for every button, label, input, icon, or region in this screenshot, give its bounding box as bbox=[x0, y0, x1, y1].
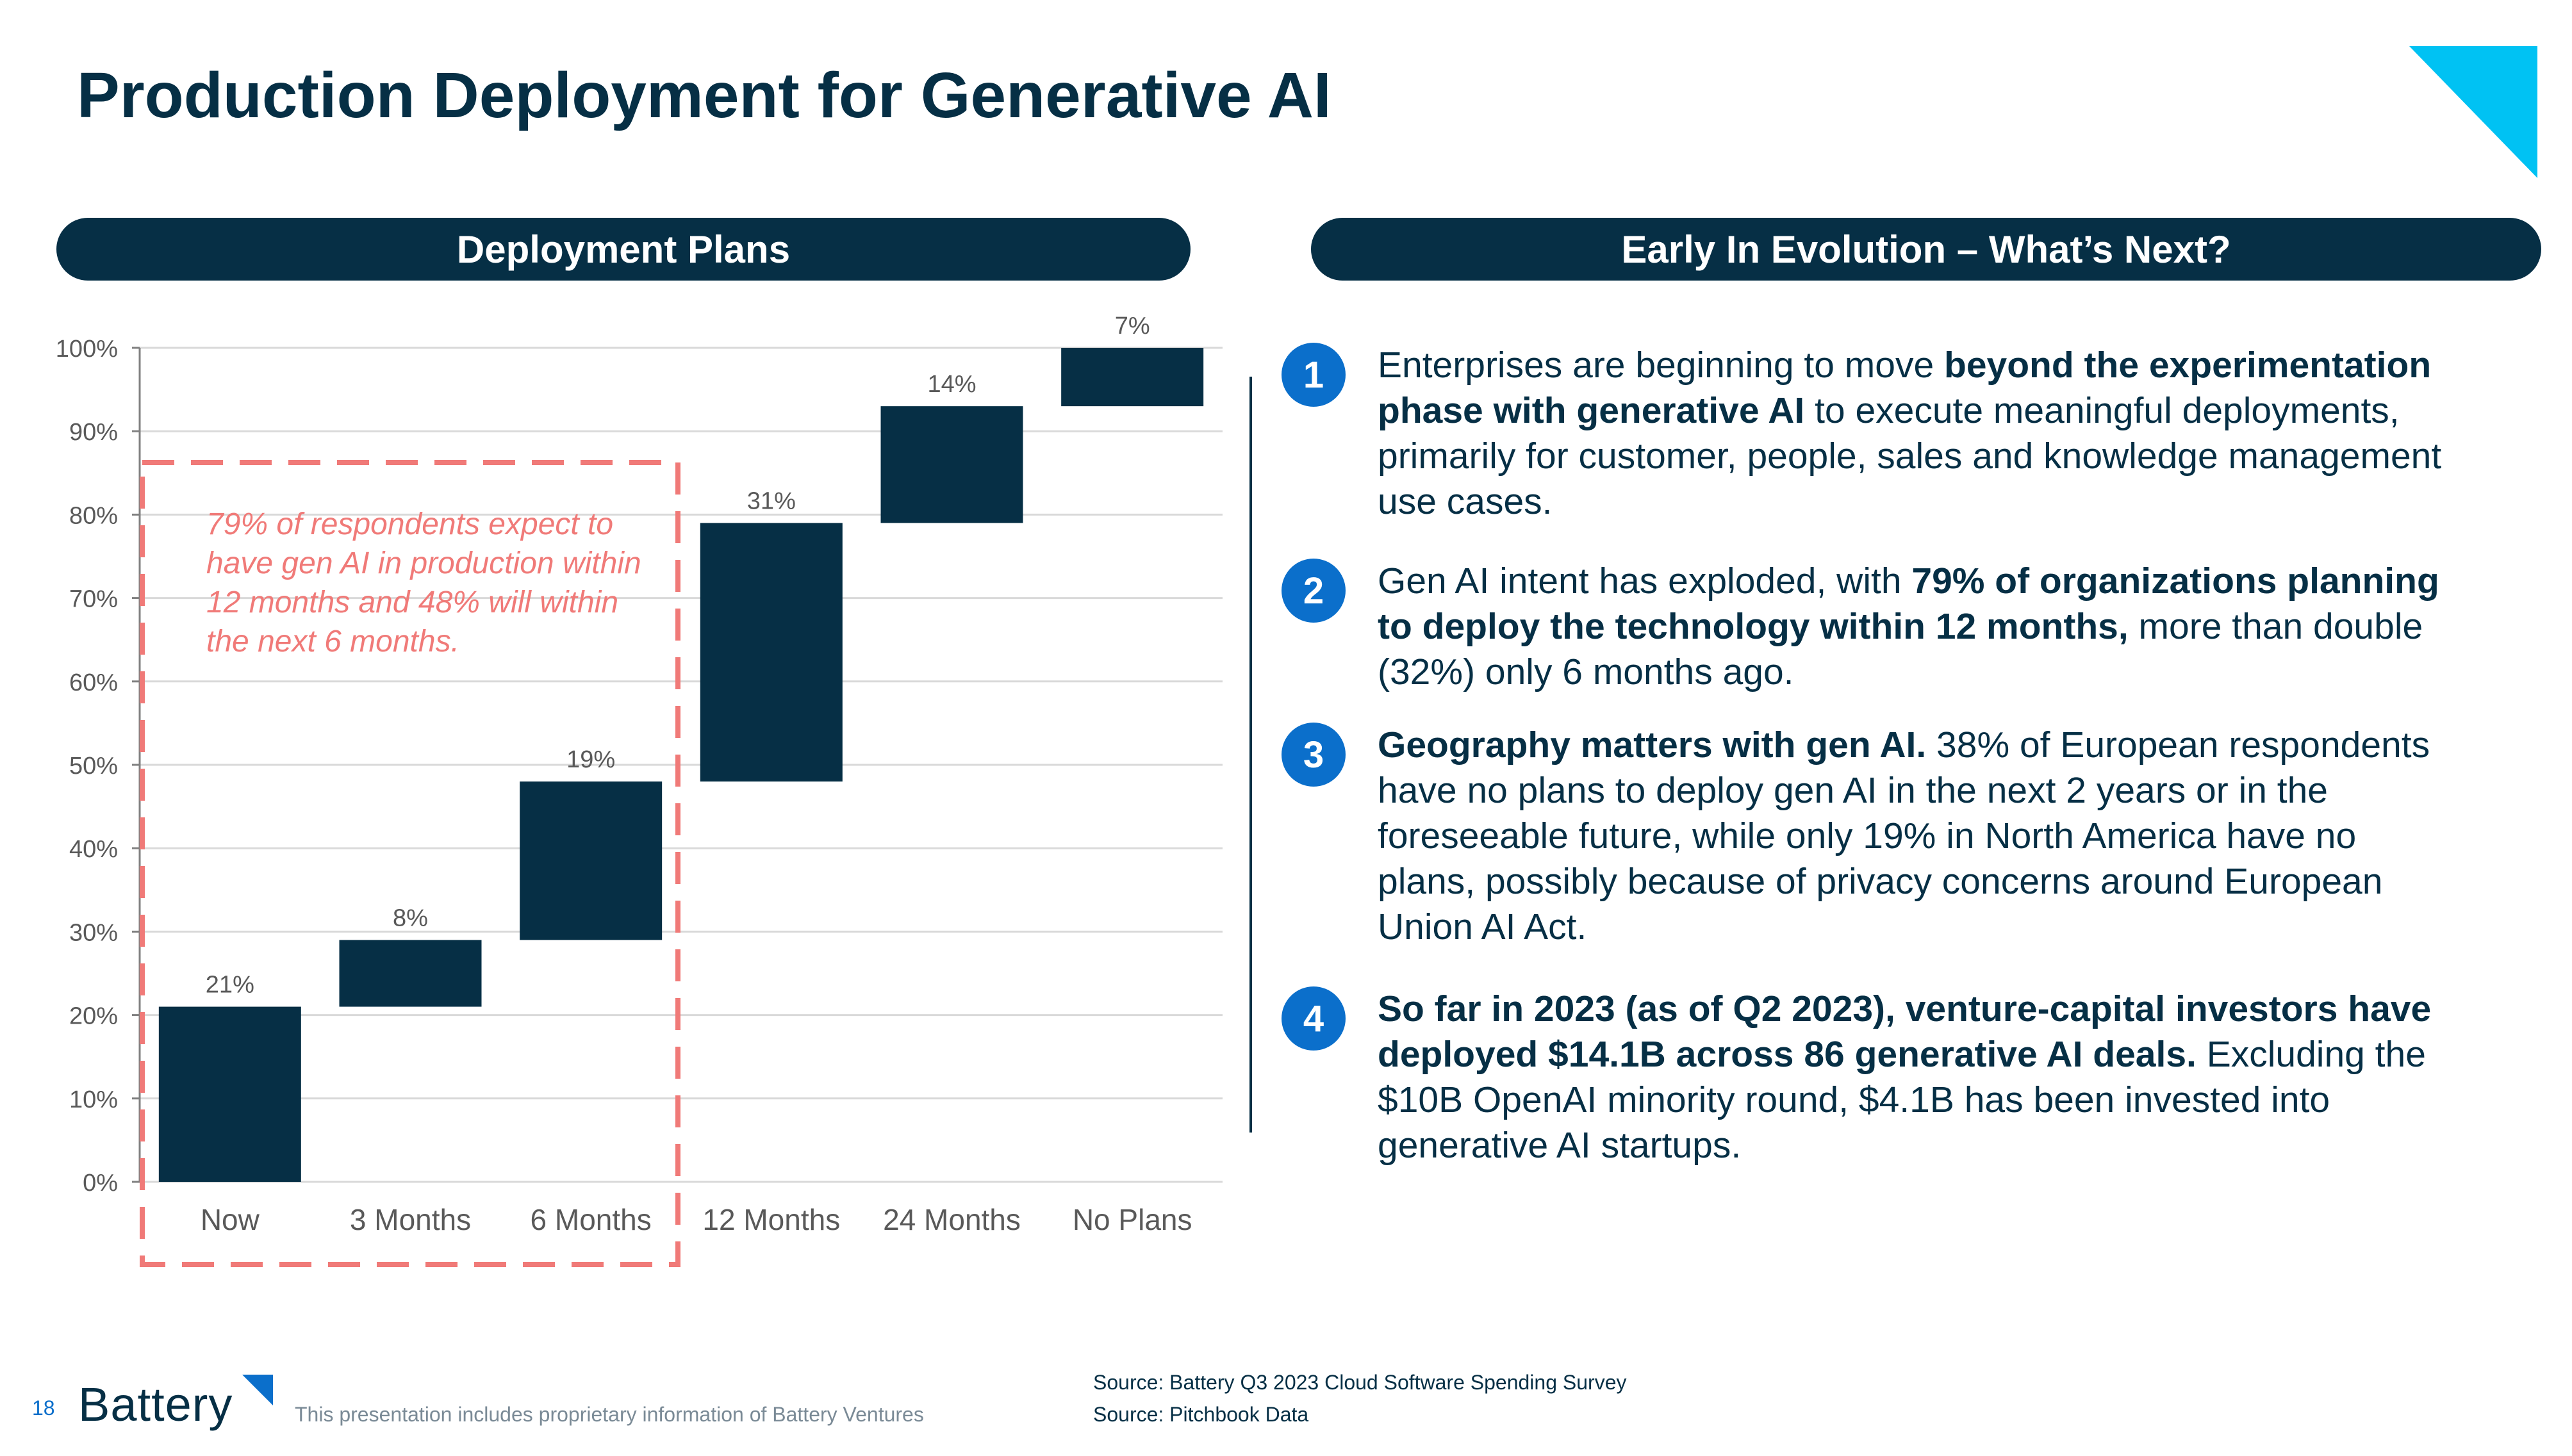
data-label: 19% bbox=[566, 746, 615, 773]
page-title: Production Deployment for Generative AI bbox=[77, 60, 1331, 131]
highlight-box bbox=[140, 460, 680, 1267]
battery-logo: Battery bbox=[78, 1378, 233, 1431]
data-label: 7% bbox=[1115, 313, 1150, 339]
text-segment: more than double (32%) only 6 months ago… bbox=[1378, 606, 2423, 692]
number-badge: 3 bbox=[1282, 723, 1346, 787]
logo-triangle-icon bbox=[242, 1375, 273, 1405]
text-segment: 38% of European respondents have no plan… bbox=[1378, 724, 2430, 947]
chart-bars bbox=[158, 348, 1204, 1182]
text-segment: to execute meaningful deployments, prima… bbox=[1378, 390, 2442, 522]
text-segment: So far in 2023 (as of Q2 2023), venture-… bbox=[1378, 988, 2432, 1075]
text-segment: 79% of organizations planning to deploy … bbox=[1378, 560, 2439, 647]
x-tick-label: No Plans bbox=[1073, 1203, 1192, 1236]
text-segment: beyond the experimentation phase with ge… bbox=[1378, 345, 2432, 431]
chart-labels: 0% 10% 20% 30% 40% 50% 60% 70% 80% 90% 100% 21% Now 8… bbox=[56, 313, 1192, 1236]
y-tick-label: 20% bbox=[69, 1003, 118, 1030]
x-tick-label: 12 Months bbox=[702, 1203, 840, 1236]
whats-next-header: Early In Evolution – What’s Next? bbox=[1311, 218, 2541, 281]
bar bbox=[1061, 348, 1204, 407]
bar bbox=[339, 940, 482, 1007]
y-tick-label: 90% bbox=[69, 419, 118, 446]
number-badge: 2 bbox=[1282, 559, 1346, 623]
y-tick-label: 100% bbox=[56, 336, 118, 363]
x-tick-label: Now bbox=[201, 1203, 260, 1236]
text-segment: Excluding the $10B OpenAI minority round… bbox=[1378, 1034, 2426, 1166]
y-tick-label: 50% bbox=[69, 753, 118, 780]
y-tick-label: 60% bbox=[69, 669, 118, 696]
x-tick-label: 24 Months bbox=[883, 1203, 1021, 1236]
text-segment: Geography matters with gen AI. bbox=[1378, 724, 1927, 765]
bar bbox=[700, 523, 843, 782]
text-segment: Gen AI intent has exploded, with bbox=[1378, 560, 1912, 601]
y-tick-label: 40% bbox=[69, 836, 118, 863]
number-badge: 4 bbox=[1282, 986, 1346, 1051]
data-label: 14% bbox=[927, 371, 976, 398]
callout-text: 79% of respondents expect to have gen AI… bbox=[206, 507, 641, 658]
corner-triangle-icon bbox=[2409, 46, 2537, 178]
y-tick-label: 30% bbox=[69, 919, 118, 946]
point-text: Enterprises are beginning to move beyond… bbox=[1378, 343, 2461, 525]
deployment-waterfall-chart: 0% 10% 20% 30% 40% 50% 60% 70% 80% 90% 100% 21% Now 8… bbox=[56, 313, 1223, 1267]
bar bbox=[158, 1006, 301, 1182]
x-tick-label: 3 Months bbox=[350, 1203, 471, 1236]
source-line-1: Source: Battery Q3 2023 Cloud Software S… bbox=[1093, 1371, 1627, 1394]
y-tick-label: 10% bbox=[69, 1086, 118, 1113]
bar bbox=[880, 406, 1023, 523]
y-tick-label: 0% bbox=[83, 1170, 118, 1197]
data-label: 31% bbox=[747, 487, 796, 514]
point-text: Geography matters with gen AI. 38% of Eu… bbox=[1378, 723, 2461, 950]
number-badge: 1 bbox=[1282, 343, 1346, 407]
data-label: 8% bbox=[393, 904, 428, 931]
text-segment: Enterprises are beginning to move bbox=[1378, 345, 1945, 386]
column-divider bbox=[1249, 377, 1252, 1133]
x-tick-label: 6 Months bbox=[531, 1203, 652, 1236]
y-tick-label: 80% bbox=[69, 502, 118, 529]
page-number: 18 bbox=[32, 1396, 55, 1419]
bar bbox=[520, 781, 663, 940]
point-text: So far in 2023 (as of Q2 2023), venture-… bbox=[1378, 986, 2461, 1168]
proprietary-note: This presentation includes proprietary i… bbox=[295, 1403, 924, 1426]
deployment-plans-header: Deployment Plans bbox=[56, 218, 1191, 281]
data-label: 21% bbox=[206, 972, 254, 999]
y-tick-label: 70% bbox=[69, 586, 118, 613]
point-text: Gen AI intent has exploded, with 79% of … bbox=[1378, 559, 2461, 695]
source-line-2: Source: Pitchbook Data bbox=[1093, 1403, 1309, 1426]
